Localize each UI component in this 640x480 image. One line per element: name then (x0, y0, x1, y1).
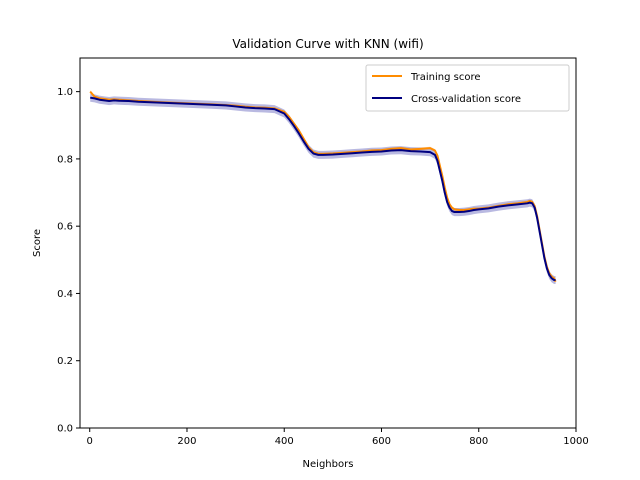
y-tick-label: 0.0 (57, 424, 73, 435)
x-tick-label: 600 (372, 436, 391, 447)
x-tick-label: 1000 (563, 436, 588, 447)
plot-frame (79, 57, 577, 429)
series-line-cross-validation (90, 96, 556, 281)
y-tick-label: 0.6 (57, 222, 73, 233)
series-lines (89, 90, 557, 283)
x-tick-label: 200 (177, 436, 196, 447)
x-tick-label: 0 (87, 436, 93, 447)
y-tick-label: 1.0 (57, 87, 73, 98)
plot-area (79, 57, 577, 429)
y-tick-label: 0.2 (57, 356, 73, 367)
y-axis-label: Score (32, 229, 43, 257)
x-tick-label: 400 (275, 436, 294, 447)
legend-label-training: Training score (410, 72, 481, 83)
legend: Training score Cross-validation score (365, 64, 570, 112)
y-tick-label: 0.4 (57, 289, 73, 300)
y-axis-ticks: 0.0 0.2 0.4 0.6 0.8 1.0 (57, 87, 80, 435)
legend-label-cross-validation: Cross-validation score (411, 94, 521, 105)
x-tick-label: 800 (469, 436, 488, 447)
x-axis-label: Neighbors (303, 459, 354, 470)
x-axis-ticks: 0 200 400 600 800 1000 (87, 428, 589, 447)
legend-box (365, 64, 570, 112)
y-tick-label: 0.8 (57, 154, 73, 165)
chart-title: Validation Curve with KNN (wifi) (232, 37, 423, 51)
